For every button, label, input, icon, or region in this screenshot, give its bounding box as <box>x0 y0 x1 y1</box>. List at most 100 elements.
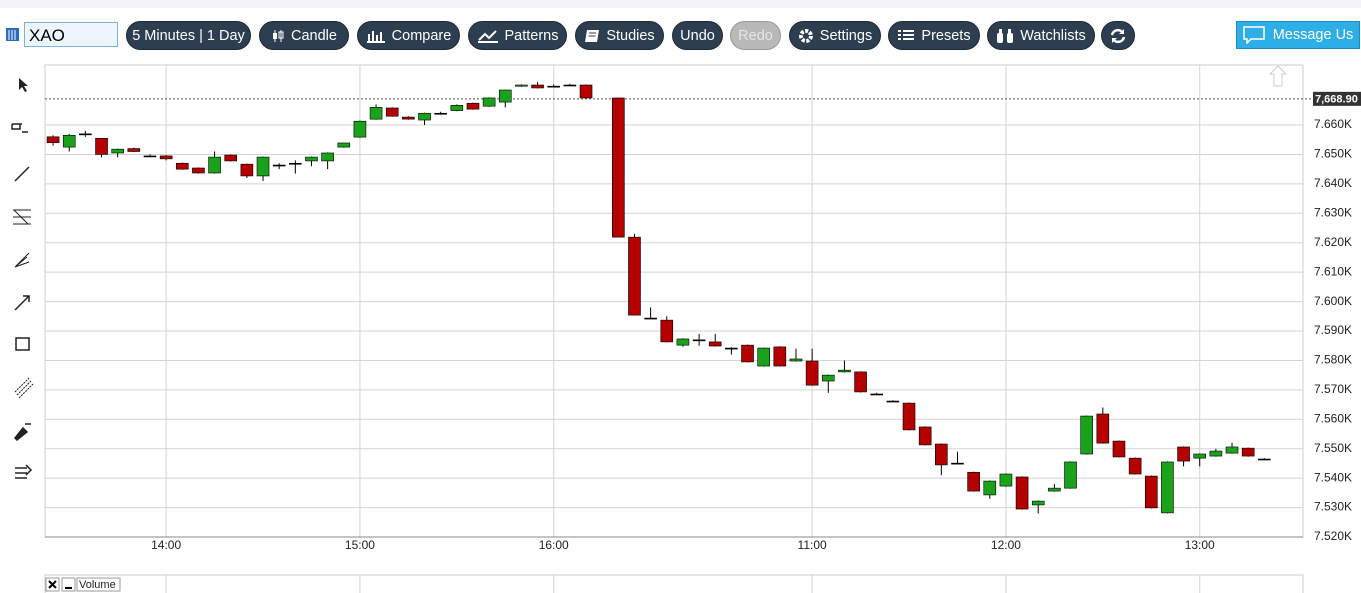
candle-body <box>741 344 754 363</box>
compare-button[interactable]: Compare <box>357 21 460 50</box>
candle-body <box>999 473 1013 487</box>
drawing-tools <box>11 78 34 479</box>
candle-body <box>402 116 415 120</box>
candle-body <box>498 89 512 103</box>
button-label: Undo <box>680 27 715 44</box>
candle-body <box>676 338 690 346</box>
candle-body <box>935 443 948 466</box>
presets-button[interactable]: Presets <box>888 21 980 50</box>
candle-body <box>515 84 528 87</box>
candle-body <box>1080 415 1093 455</box>
panel-close-x <box>48 580 57 589</box>
x-tick-label: 12:00 <box>991 538 1021 552</box>
candle-body <box>418 112 431 121</box>
candle-body <box>289 162 302 165</box>
candle-body <box>563 84 577 87</box>
candle-body <box>757 347 770 367</box>
candle-body <box>902 402 916 431</box>
candle-body <box>983 480 997 496</box>
candle-body <box>208 156 221 174</box>
icon <box>997 28 1014 43</box>
patterns-button[interactable]: Patterns <box>468 21 567 50</box>
refresh-button[interactable] <box>1101 21 1135 50</box>
price-label: 7,668.90 <box>1315 94 1358 106</box>
price-tag <box>1313 91 1361 106</box>
x-tick-label: 15:00 <box>345 538 375 552</box>
studies-button[interactable]: Studies <box>575 21 664 50</box>
x-tick-label: 16:00 <box>539 538 569 552</box>
candle-body <box>1241 447 1255 457</box>
icon <box>1242 26 1265 44</box>
candle-body <box>240 163 254 177</box>
candle-body <box>918 426 932 446</box>
panel-label: Volume <box>79 579 116 591</box>
icon <box>798 28 813 43</box>
candle-body <box>1209 450 1223 457</box>
symbol-input[interactable]: XAO <box>24 22 118 47</box>
x-tick-label: 11:00 <box>798 538 827 552</box>
candle-body <box>725 347 738 350</box>
candle-body <box>46 136 60 143</box>
y-tick-label: 7.660K <box>1314 117 1352 131</box>
candle-body <box>111 148 124 154</box>
candle-body <box>1112 440 1126 458</box>
panel-min <box>61 577 76 592</box>
candle-body <box>579 84 593 99</box>
button-label: Candle <box>291 27 337 44</box>
y-tick-label: 7.540K <box>1314 470 1352 484</box>
candle-body <box>789 358 803 362</box>
y-tick-label: 7.620K <box>1314 235 1352 249</box>
button-label: Watchlists <box>1020 27 1086 44</box>
candle-body <box>192 167 205 174</box>
candle-body <box>127 148 141 152</box>
candle-body <box>337 142 351 148</box>
y-tick-label: 7.640K <box>1314 176 1352 190</box>
x-tick-label: 13:00 <box>1185 538 1215 552</box>
candle-body <box>805 360 819 386</box>
button-label: Studies <box>606 27 655 44</box>
candle-body <box>272 164 286 167</box>
candle-body <box>256 156 270 177</box>
panel-close <box>45 577 60 592</box>
candle-body <box>450 105 464 111</box>
candle-body <box>482 97 496 107</box>
candle-body <box>612 97 625 238</box>
candle-body <box>1177 446 1190 462</box>
candle-body <box>466 102 480 110</box>
candle-body <box>1225 446 1239 454</box>
candle-body <box>143 155 157 158</box>
candle-body <box>547 85 561 88</box>
candle-body <box>692 339 706 342</box>
button-label: Patterns <box>504 27 559 44</box>
candle-body <box>854 371 867 393</box>
candle-body <box>369 107 383 120</box>
candle-body <box>1048 487 1061 492</box>
candle-body <box>1193 453 1207 459</box>
candle-button[interactable]: Candle <box>259 21 349 50</box>
tool-icons[interactable] <box>11 78 34 479</box>
redo-button: Redo <box>730 21 781 50</box>
x-tick-label: 14:00 <box>151 538 181 552</box>
candle-body <box>531 84 544 89</box>
undo-button[interactable]: Undo <box>672 21 723 50</box>
candle-body <box>79 133 92 136</box>
settings-button[interactable]: Settings <box>789 21 881 50</box>
candle-body <box>951 462 964 465</box>
icon <box>585 29 600 42</box>
y-tick-label: 7.600K <box>1314 294 1352 308</box>
candle-body <box>644 317 657 320</box>
icon <box>273 29 284 42</box>
watchlists-button[interactable]: Watchlists <box>987 21 1095 50</box>
candle-body <box>1161 461 1174 514</box>
interval-button[interactable]: 5 Minutes | 1 Day <box>126 21 251 50</box>
candle-body <box>628 236 641 316</box>
candle-body <box>1144 475 1158 509</box>
candle-body <box>870 393 884 396</box>
message-button[interactable]: Message Us <box>1236 21 1360 49</box>
y-tick-label: 7.580K <box>1314 353 1352 367</box>
y-tick-label: 7.650K <box>1314 147 1352 161</box>
browser-bar <box>0 0 1361 8</box>
icon <box>898 29 915 40</box>
